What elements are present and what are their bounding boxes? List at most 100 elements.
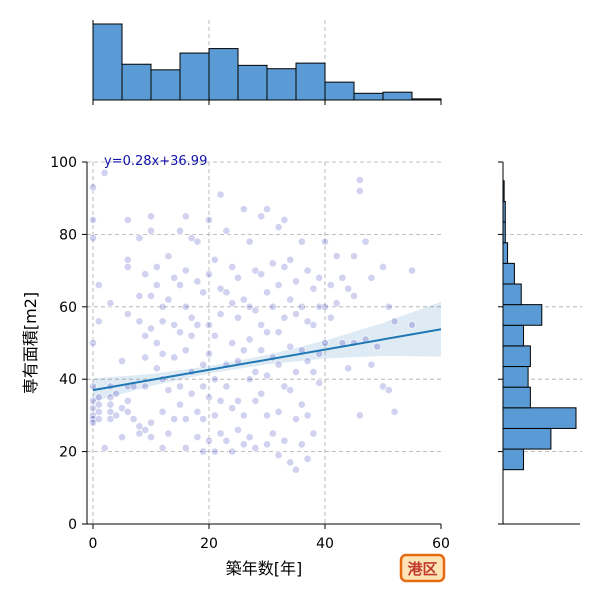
scatter-point <box>309 429 318 438</box>
scatter-point <box>245 302 254 311</box>
scatter-point <box>216 284 225 293</box>
scatter-point <box>274 451 283 460</box>
right-histogram-bar <box>502 304 543 326</box>
scatter-point <box>350 252 358 261</box>
scatter-point <box>303 266 312 275</box>
scatter-point <box>187 234 196 242</box>
x-tick-label: 60 <box>432 536 450 552</box>
scatter-point <box>123 310 132 318</box>
top-histogram-ticks <box>92 100 442 105</box>
ward-badge-text: 港区 <box>407 560 437 578</box>
scatter-point <box>292 415 300 423</box>
scatter-point <box>274 407 283 416</box>
regression-equation: y=0.28x+36.99 <box>104 154 207 169</box>
scatter-point <box>408 320 416 329</box>
scatter-point <box>193 237 202 246</box>
top-histogram-bar <box>208 48 239 101</box>
scatter-points <box>89 168 416 474</box>
x-tick-label: 20 <box>200 536 218 552</box>
scatter-point <box>164 295 173 304</box>
scatter-point <box>355 411 364 420</box>
scatter-point <box>210 447 219 456</box>
scatter-point <box>176 281 184 289</box>
scatter-point <box>106 415 115 423</box>
scatter-point <box>257 212 266 221</box>
scatter-point <box>303 411 312 420</box>
scatter-point <box>297 440 306 449</box>
scatter-point <box>210 411 219 420</box>
top-histogram <box>92 23 442 101</box>
scatter-point <box>210 331 219 340</box>
scatter-point <box>263 205 271 213</box>
scatter-point <box>141 270 150 279</box>
right-histogram-bar <box>502 324 525 347</box>
scatter-point <box>234 397 242 405</box>
scatter-point <box>94 393 103 402</box>
ward-badge: 港区 <box>399 553 446 583</box>
scatter-point <box>222 226 231 235</box>
scatter-point <box>193 277 202 286</box>
scatter-point <box>94 281 103 289</box>
scatter-point <box>158 349 167 358</box>
x-tick-label: 40 <box>316 536 334 552</box>
top-histogram-bar <box>324 81 355 101</box>
scatter-point <box>199 360 208 369</box>
scatter-point <box>210 255 219 264</box>
scatter-point <box>280 263 289 271</box>
scatter-point <box>280 436 289 445</box>
x-tick-label: 0 <box>89 536 98 552</box>
scatter-point <box>210 375 219 384</box>
scatter-point <box>228 263 237 271</box>
scatter-point <box>390 317 399 326</box>
scatter-point <box>234 313 242 322</box>
scatter-point <box>251 397 260 405</box>
scatter-point <box>286 255 295 264</box>
scatter-point <box>176 382 184 391</box>
scatter-point <box>303 317 312 326</box>
scatter-point <box>152 364 161 373</box>
scatter-point <box>239 440 248 449</box>
scatter-point <box>367 273 376 282</box>
top-histogram-bar <box>150 69 181 101</box>
scatter-point <box>350 292 358 300</box>
scatter-point <box>292 277 300 286</box>
regression-line <box>92 328 442 392</box>
scatter-point <box>309 284 318 293</box>
right-histogram <box>502 180 577 471</box>
scatter-point <box>205 270 213 279</box>
scatter-point <box>164 252 173 261</box>
scatter-point <box>268 429 277 438</box>
scatter-point <box>379 263 387 271</box>
scatter-point <box>89 234 97 242</box>
scatter-point <box>251 444 260 452</box>
scatter-point <box>170 353 179 362</box>
scatter-point <box>292 310 300 318</box>
scatter-point <box>141 425 150 434</box>
y-tick-label: 20 <box>59 445 77 461</box>
scatter-point <box>228 339 237 347</box>
scatter-point <box>187 313 196 322</box>
scatter-point <box>89 183 97 192</box>
top-histogram-bar <box>92 23 123 101</box>
top-histogram-bar <box>353 92 384 101</box>
scatter-point <box>280 216 289 224</box>
scatter-point <box>135 234 144 242</box>
scatter-point <box>170 320 179 329</box>
scatter-point <box>257 270 266 279</box>
scatter-point <box>326 281 335 289</box>
scatter-point <box>147 292 155 300</box>
y-axis-label: 専有面積[m2] <box>21 292 40 394</box>
scatter-point <box>332 252 341 261</box>
scatter-point <box>280 382 289 391</box>
scatter-point <box>170 273 179 282</box>
scatter-point <box>158 317 167 326</box>
scatter-point <box>239 205 248 213</box>
scatter-point <box>234 425 242 434</box>
scatter-point <box>245 375 254 384</box>
scatter-point <box>199 447 208 456</box>
scatter-point <box>112 411 121 420</box>
scatter-point <box>129 415 138 423</box>
scatter-point <box>158 407 167 416</box>
main-grid <box>87 161 441 524</box>
scatter-point <box>176 400 184 409</box>
